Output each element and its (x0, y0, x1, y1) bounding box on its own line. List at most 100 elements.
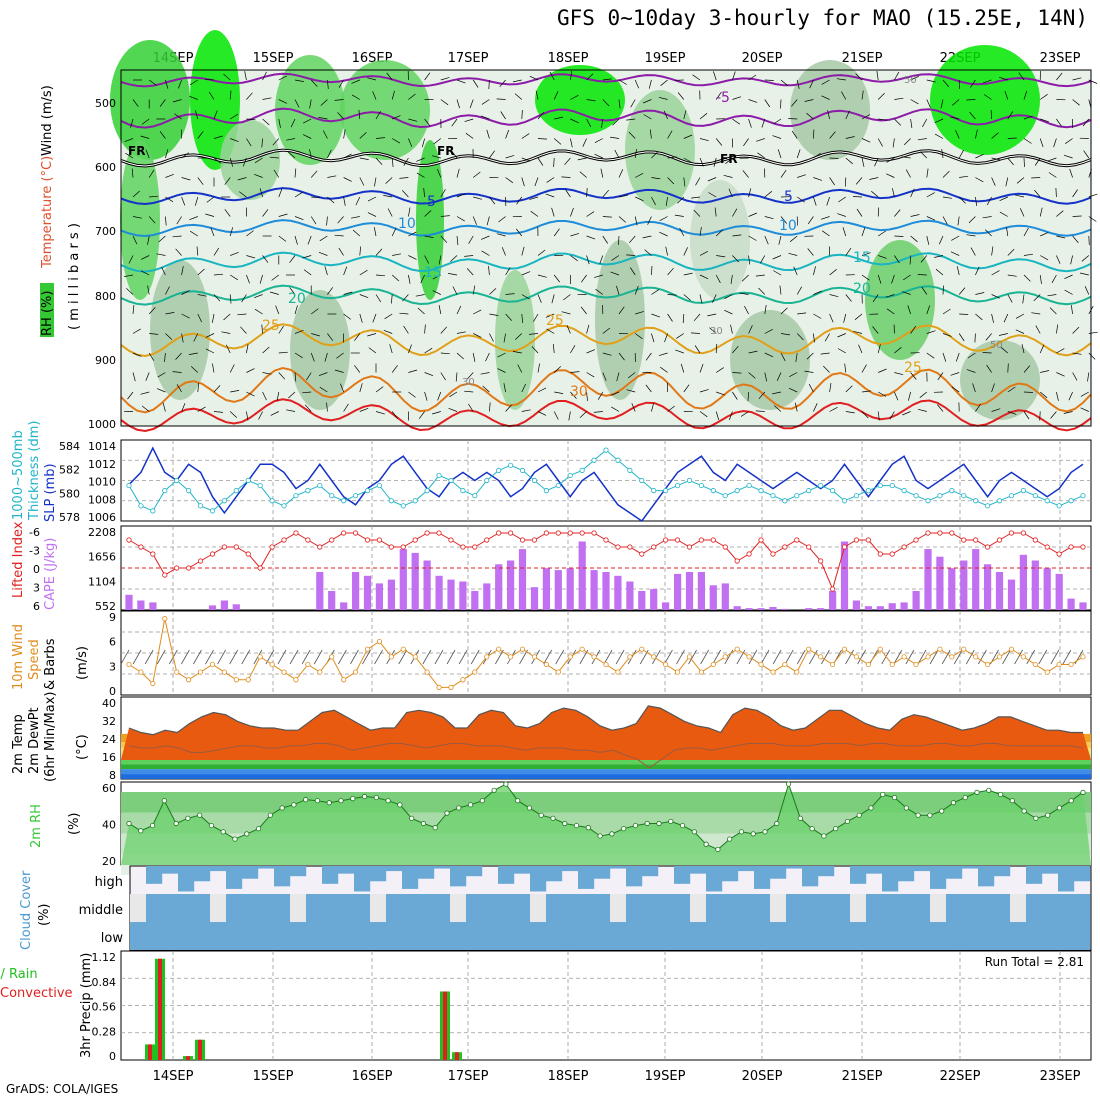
wind10m-line-point (663, 661, 669, 668)
thickness-line-point (674, 482, 681, 489)
rh-line-point (409, 815, 415, 821)
thickness-line-point (341, 498, 347, 504)
axis-tick: -6 (29, 526, 40, 539)
cape-bar (864, 606, 872, 610)
cloud-high-cell (610, 866, 627, 869)
thickness-line-point (197, 503, 204, 509)
cloud-high-cell (498, 866, 515, 884)
thickness-line-point (698, 482, 705, 489)
wind10m-line-point (305, 661, 311, 668)
axis-tick: 6 (33, 600, 40, 613)
axis-tick: 32 (102, 715, 116, 728)
thickness-line-point (436, 472, 442, 479)
li-line-point (663, 537, 669, 543)
thickness-line-point (984, 503, 991, 509)
cape-bar (817, 608, 825, 610)
cloud-low-cell (162, 922, 179, 950)
axis-tick: 20 (102, 855, 116, 868)
wind10m-line-point (579, 646, 585, 652)
wind10m-line-point (973, 654, 979, 660)
li-line-point (698, 537, 705, 543)
thickness-line-point (651, 488, 657, 494)
cape-bar (542, 568, 550, 610)
wind10m-line-point (770, 669, 776, 675)
wind10m-line-point (674, 669, 681, 675)
cloud-mid-cell (146, 894, 163, 922)
cloud-high-cell (226, 866, 243, 889)
cape-bar (721, 583, 729, 610)
li-line-point (710, 537, 716, 543)
cloud-mid-cell (674, 894, 691, 922)
thickness-line-point (639, 477, 645, 484)
thickness-line-point (865, 488, 871, 494)
wind10m-line-point (317, 669, 323, 675)
cloud-high-cell (434, 866, 451, 869)
cloud-mid-cell (322, 894, 339, 922)
rh-line-point (338, 798, 344, 804)
cloud-high-cell (930, 866, 947, 889)
cape-bar (483, 583, 491, 610)
cloud-low-cell (978, 922, 995, 950)
cloud-high-cell (594, 866, 611, 879)
cloud-low-cell (610, 922, 627, 950)
rh-line-point (138, 828, 144, 834)
thickness-line-point (806, 488, 812, 494)
thickness-line-point (424, 488, 430, 494)
axis-tick: 0.56 (92, 1001, 117, 1014)
cloud-high-cell (162, 866, 179, 874)
cloud-high-cell (674, 866, 691, 884)
wind10m-line-point (543, 661, 549, 668)
wind10m-line-point (496, 646, 502, 652)
rh-line-point (679, 822, 686, 829)
cloud-low-cell (242, 922, 259, 950)
thickness-line-point (913, 493, 919, 499)
panel1-axis-labels: RH (%) Temperature (°C) Wind (m/s) ( m i… (40, 85, 82, 337)
li-line-point (770, 551, 776, 557)
cape-bar (530, 587, 539, 610)
cloud-mid-cell (658, 894, 675, 922)
cape-bar (781, 608, 789, 610)
rh-line-point (609, 831, 615, 837)
li-line-point (1056, 551, 1062, 557)
rh-line-point (1009, 798, 1015, 804)
li-line-point (126, 537, 132, 543)
axis-tick: 1104 (88, 575, 116, 588)
cape-bar (149, 602, 157, 610)
cloud-mid-cell (290, 894, 307, 922)
thickness-line-point (1008, 493, 1015, 499)
thickness-line-point (973, 498, 979, 504)
cloud-high-cell (466, 866, 483, 877)
rh-line-point (220, 829, 226, 835)
pressure-tick: 500 (95, 97, 116, 110)
cloud-low-cell (274, 922, 291, 950)
axis-tick: 580 (59, 487, 80, 500)
cloud-mid-cell (562, 894, 579, 922)
li-line-point (424, 530, 430, 536)
pressure-tick: 1000 (88, 418, 116, 431)
rh-line-point (444, 810, 450, 816)
wind10m-line-point (567, 654, 573, 660)
date-label-top: 21SEP (842, 51, 883, 66)
thickness-line-point (663, 488, 669, 494)
contour-label-20-a: 20 (288, 291, 306, 307)
li-line-point (996, 537, 1003, 543)
rh-line-point (997, 791, 1004, 798)
li-line-point (543, 530, 549, 536)
cape-bar (972, 549, 980, 610)
cloud-mid-cell (1074, 894, 1091, 922)
rh-line-point (197, 812, 203, 818)
thickness-line-point (996, 498, 1003, 504)
cloud-mid-cell (578, 894, 595, 922)
contour-label-fr-2: FR (437, 144, 454, 158)
thickness-line-point (579, 467, 585, 473)
li-line-point (829, 586, 836, 592)
rh2m-panel: 60 40 20 2m RH (%) (29, 781, 1092, 875)
cloud-high-cell (914, 866, 931, 872)
rh-line-point (927, 812, 933, 818)
cloud-mid-cell (434, 894, 451, 922)
rh-line-point (950, 800, 957, 806)
date-label-bottom: 22SEP (940, 1069, 981, 1084)
rh-line-point (385, 798, 391, 804)
temperature-contours (120, 72, 1092, 433)
cape-bar (638, 591, 646, 610)
